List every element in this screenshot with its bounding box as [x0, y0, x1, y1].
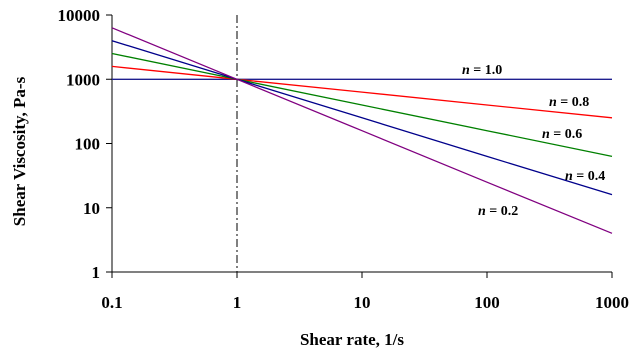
series-label: n = 0.2: [478, 204, 518, 219]
series-label-symbol: n: [565, 169, 573, 184]
x-axis-title: Shear rate, 1/s: [300, 330, 404, 349]
series-label: n = 1.0: [462, 63, 502, 78]
y-axis-title: Shear Viscosity, Pa-s: [10, 76, 29, 226]
series-labels: n = 1.0n = 0.8n = 0.6n = 0.4n = 0.2: [462, 63, 605, 219]
series-label-value: = 1.0: [470, 63, 502, 78]
axes: [106, 14, 613, 278]
series-label-value: = 0.6: [550, 127, 582, 142]
series-label: n = 0.8: [549, 95, 589, 110]
series-label: n = 0.6: [542, 127, 582, 142]
y-tick-label: 100: [75, 135, 101, 154]
y-tick-label: 10000: [58, 6, 101, 25]
series-line: [111, 27, 613, 234]
series-line: [111, 40, 613, 196]
series-label-value: = 0.4: [573, 169, 605, 184]
series-label-symbol: n: [549, 95, 557, 110]
series-line: [111, 65, 613, 119]
series-lines: [111, 27, 613, 234]
series-label: n = 0.4: [565, 169, 605, 184]
x-tick-label: 1: [233, 293, 242, 312]
series-label-symbol: n: [542, 127, 550, 142]
x-tick-label: 100: [474, 293, 500, 312]
series-label-symbol: n: [462, 63, 470, 78]
series-line: [111, 52, 613, 158]
x-tick-label: 1000: [595, 293, 629, 312]
y-tick-label: 1000: [66, 70, 100, 89]
series-label-value: = 0.2: [486, 204, 518, 219]
x-tick-label: 0.1: [101, 293, 122, 312]
series-label-value: = 0.8: [557, 95, 589, 110]
series-label-symbol: n: [478, 204, 486, 219]
x-tick-label: 10: [354, 293, 371, 312]
y-tick-label: 10: [83, 199, 100, 218]
y-tick-label: 1: [92, 263, 101, 282]
